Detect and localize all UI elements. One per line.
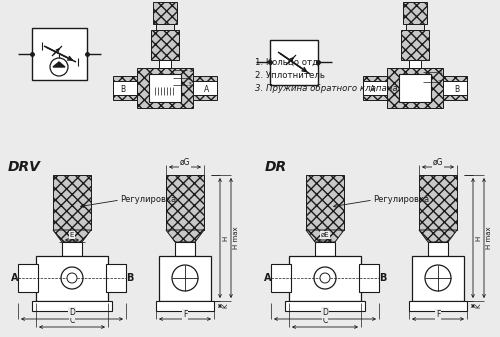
Bar <box>18 264 38 292</box>
Polygon shape <box>53 230 91 242</box>
Bar <box>113 76 137 100</box>
Bar <box>36 256 108 301</box>
Bar <box>306 175 344 230</box>
Text: Регулировка: Регулировка <box>120 195 176 205</box>
Bar <box>363 81 387 95</box>
Bar <box>159 256 211 301</box>
Bar <box>32 301 112 311</box>
Bar <box>149 74 181 102</box>
Circle shape <box>67 273 77 283</box>
Bar <box>156 24 174 30</box>
Bar <box>151 30 179 60</box>
Text: A: A <box>264 273 271 283</box>
Text: C: C <box>70 316 74 325</box>
Bar <box>443 76 467 100</box>
Bar <box>156 301 214 311</box>
Bar <box>443 81 467 95</box>
Text: 1: 1 <box>438 69 442 74</box>
Text: H max: H max <box>233 227 239 249</box>
Bar <box>53 175 91 230</box>
Text: A: A <box>370 86 376 94</box>
Bar <box>166 175 204 230</box>
Circle shape <box>320 273 330 283</box>
Text: D: D <box>322 308 328 317</box>
Text: DRV: DRV <box>8 160 41 174</box>
Bar <box>289 256 361 301</box>
Bar <box>403 2 427 24</box>
Text: K: K <box>475 304 481 308</box>
Text: K: K <box>222 304 228 308</box>
Text: 3: 3 <box>188 83 192 88</box>
Polygon shape <box>166 230 204 242</box>
Bar <box>412 256 464 301</box>
Bar <box>175 242 195 256</box>
Circle shape <box>61 267 83 289</box>
Bar <box>285 301 365 311</box>
Bar <box>406 24 424 30</box>
Circle shape <box>172 265 198 291</box>
Bar <box>193 76 217 100</box>
Bar <box>409 60 421 68</box>
Text: øG: øG <box>180 158 190 167</box>
Bar <box>137 68 193 108</box>
Bar <box>193 81 217 95</box>
Bar <box>428 242 448 256</box>
Circle shape <box>50 58 68 76</box>
Text: B: B <box>126 273 134 283</box>
Bar <box>270 40 318 85</box>
Text: 2: 2 <box>188 75 192 81</box>
Polygon shape <box>53 62 65 67</box>
Text: E: E <box>70 233 74 242</box>
Text: øE: øE <box>320 232 330 238</box>
Text: A: A <box>204 86 210 94</box>
Bar <box>106 264 126 292</box>
Bar <box>271 264 291 292</box>
Text: F: F <box>436 310 440 319</box>
Text: 2. Уплотнитель: 2. Уплотнитель <box>255 71 325 80</box>
Bar <box>399 74 431 102</box>
Bar <box>315 242 335 256</box>
Text: 2: 2 <box>438 80 442 85</box>
Text: DR: DR <box>265 160 287 174</box>
Bar <box>419 175 457 230</box>
Text: H: H <box>475 235 481 241</box>
Bar <box>32 28 87 80</box>
Bar <box>387 68 443 108</box>
Bar <box>153 2 177 24</box>
Text: B: B <box>379 273 386 283</box>
Bar <box>401 30 429 60</box>
Bar <box>62 242 82 256</box>
Text: D: D <box>69 308 75 317</box>
Text: H: H <box>222 235 228 241</box>
Bar <box>359 264 379 292</box>
Text: H max: H max <box>486 227 492 249</box>
Polygon shape <box>419 230 457 242</box>
Text: E: E <box>70 232 74 238</box>
Text: C: C <box>322 316 328 325</box>
Bar <box>363 76 387 100</box>
Text: 3. Пружина обратного клапана: 3. Пружина обратного клапана <box>255 84 398 93</box>
Text: Регулировка: Регулировка <box>373 195 429 205</box>
Bar <box>409 301 467 311</box>
Text: B: B <box>120 86 126 94</box>
Text: A: A <box>10 273 18 283</box>
Circle shape <box>425 265 451 291</box>
Circle shape <box>314 267 336 289</box>
Bar <box>113 81 137 95</box>
Polygon shape <box>306 230 344 242</box>
Text: 1: 1 <box>188 67 192 72</box>
Text: øG: øG <box>433 158 444 167</box>
Text: F: F <box>183 310 187 319</box>
Bar <box>159 60 171 68</box>
Text: B: B <box>454 86 460 94</box>
Text: 1. Кольцо отд.: 1. Кольцо отд. <box>255 58 321 67</box>
